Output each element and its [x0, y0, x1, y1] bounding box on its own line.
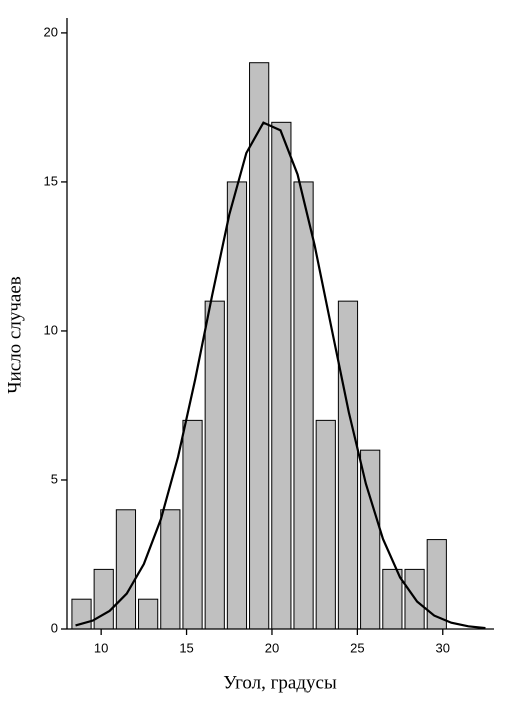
bar [138, 598, 159, 630]
bar [337, 300, 359, 630]
fit-curve [75, 121, 486, 630]
bar [249, 62, 270, 630]
bar [315, 419, 336, 630]
y-axis-title: Число случаев [4, 276, 25, 394]
bar [160, 509, 181, 630]
x-tick-label: 15 [179, 640, 193, 655]
bar [182, 419, 203, 630]
bar [271, 121, 292, 630]
bar [115, 509, 137, 630]
bar [382, 568, 403, 630]
x-tick-label: 10 [94, 640, 108, 655]
bar [204, 300, 225, 630]
bar [226, 181, 248, 630]
y-tick-label: 0 [51, 620, 58, 635]
y-tick-label: 5 [51, 471, 58, 486]
y-tick-label: 20 [44, 24, 58, 39]
y-tick-label: 15 [44, 173, 58, 188]
x-tick-label: 20 [265, 640, 279, 655]
bar [93, 568, 114, 630]
x-tick-label: 30 [436, 640, 450, 655]
x-axis-title: Угол, градусы [223, 672, 337, 693]
x-tick-label: 25 [350, 640, 364, 655]
bar [293, 181, 314, 630]
y-tick-label: 10 [44, 322, 58, 337]
